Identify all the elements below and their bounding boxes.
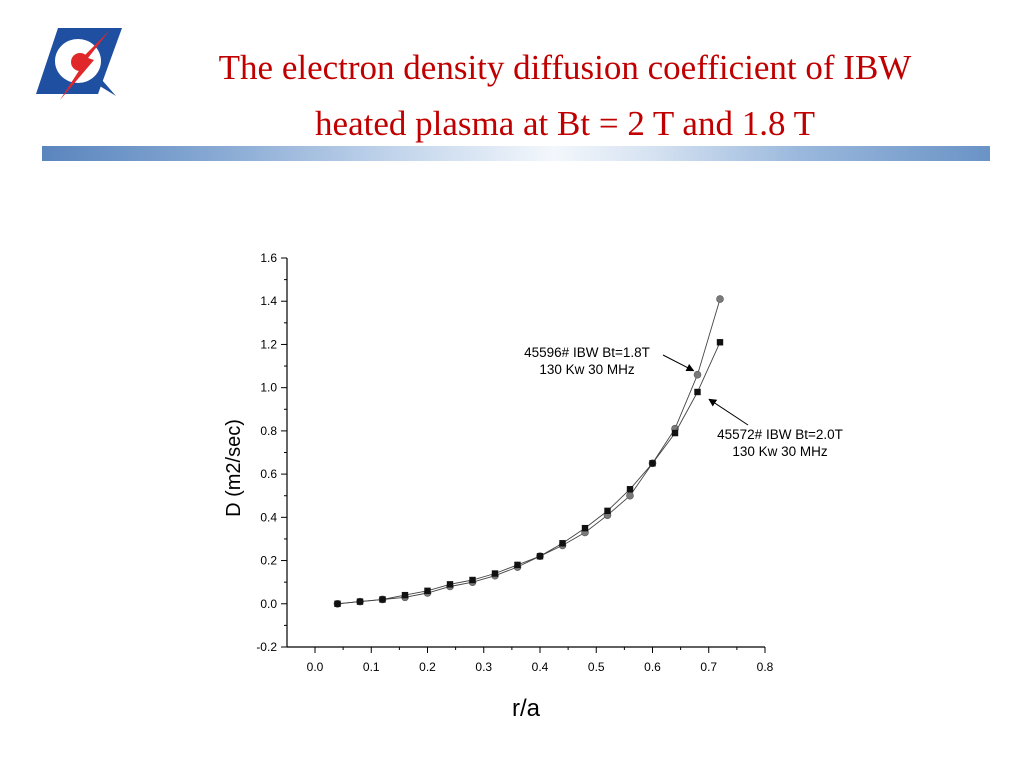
series-2-point	[604, 507, 611, 515]
series-2-point	[559, 540, 566, 547]
annotation-layer: 45596# IBW Bt=1.8T 130 Kw 30 MHz 45572# IB…	[524, 345, 843, 459]
series-2-point	[469, 576, 476, 584]
y-tick-label: 1.4	[260, 294, 277, 308]
title-divider-bar	[42, 146, 990, 161]
x-axis-label: r/a	[512, 695, 541, 722]
y-tick-label: 0.0	[260, 597, 277, 611]
logo-lightning-bolt	[60, 30, 110, 100]
series-2-point	[446, 581, 454, 588]
series-2-point	[334, 600, 341, 607]
annotation-1-line-2: 130 Kw 30 MHz	[539, 362, 635, 377]
series-layer	[333, 295, 724, 608]
series-2-point	[716, 339, 724, 346]
annotation-2-line-1: 45572# IBW Bt=2.0T	[717, 427, 843, 442]
y-tick-label: 0.6	[260, 467, 277, 481]
series-2-point	[694, 388, 701, 396]
series-2-point	[671, 429, 679, 437]
institute-logo-icon	[36, 28, 122, 100]
x-tick-label: 0.1	[363, 660, 380, 674]
x-tick-label: 0.7	[700, 660, 717, 674]
annotation-1-arrow	[662, 354, 695, 372]
title-line-2: heated plasma at Bt = 2 T and 1.8 T	[315, 104, 815, 143]
y-tick-label: 0.4	[260, 510, 277, 524]
y-tick-label: 1.6	[260, 251, 277, 265]
y-tick-label: 1.0	[260, 381, 277, 395]
y-tick-label: 0.2	[260, 554, 277, 568]
series-2-point	[379, 596, 386, 603]
x-tick-label: 0.0	[307, 660, 324, 674]
x-tick-label: 0.6	[644, 660, 661, 674]
x-tick-label: 0.2	[419, 660, 436, 674]
x-tick-label: 0.4	[532, 660, 549, 674]
slide-title: The electron density diffusion coefficie…	[140, 40, 990, 152]
series-2-point	[514, 561, 521, 569]
x-tick-label: 0.3	[475, 660, 492, 674]
annotation-2-arrow	[708, 398, 749, 426]
series-2-line	[337, 342, 721, 605]
series-2-point	[626, 486, 634, 493]
series-1-point	[626, 491, 634, 500]
axes: -0.2 0.0 0.2 0.4 0.6 0.8 1.0 1.2 1.4 1.6 0.0 0.1 0.2…	[256, 251, 773, 674]
annotation-2-line-2: 130 Kw 30 MHz	[732, 444, 828, 459]
series-1-point	[693, 370, 702, 379]
series-2-point	[581, 524, 589, 532]
series-2-point	[424, 587, 431, 595]
series-2-point	[356, 598, 364, 605]
y-tick-label: 0.8	[260, 424, 277, 438]
x-tick-label: 0.8	[757, 660, 774, 674]
y-tick-label: -0.2	[256, 640, 277, 654]
logo-tail	[90, 80, 116, 96]
annotation-1-line-1: 45596# IBW Bt=1.8T	[524, 345, 650, 360]
series-2-point	[491, 570, 499, 577]
series-2-point	[401, 591, 409, 599]
series-2-point	[649, 460, 656, 467]
y-axis-label: D (m2/sec)	[223, 419, 245, 517]
title-line-1: The electron density diffusion coefficie…	[218, 48, 912, 87]
x-tick-label: 0.5	[588, 660, 605, 674]
series-2-point	[536, 553, 544, 560]
series-1-point	[716, 295, 724, 303]
y-tick-label: 1.2	[260, 337, 277, 351]
